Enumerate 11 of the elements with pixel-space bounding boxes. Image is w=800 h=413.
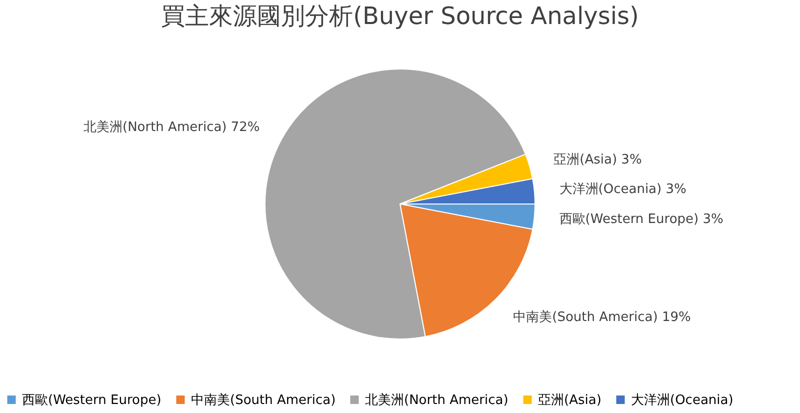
- category-label: 亞洲(Asia) 3%: [554, 152, 642, 168]
- legend-label: 北美洲(North America): [365, 392, 508, 408]
- category-label: 大洋洲(Oceania) 3%: [559, 182, 686, 197]
- legend-label: 亞洲(Asia): [538, 392, 602, 408]
- category-label: 中南美(South America) 19%: [513, 310, 691, 326]
- legend-label: 西歐(Western Europe): [22, 392, 162, 408]
- category-label: 西歐(Western Europe) 3%: [559, 212, 724, 228]
- chart-title: 買主來源國別分析(Buyer Source Analysis): [161, 2, 639, 30]
- legend-label: 中南美(South America): [191, 392, 336, 408]
- legend-label: 大洋洲(Oceania): [631, 392, 734, 408]
- category-label: 北美洲(North America) 72%: [83, 120, 260, 135]
